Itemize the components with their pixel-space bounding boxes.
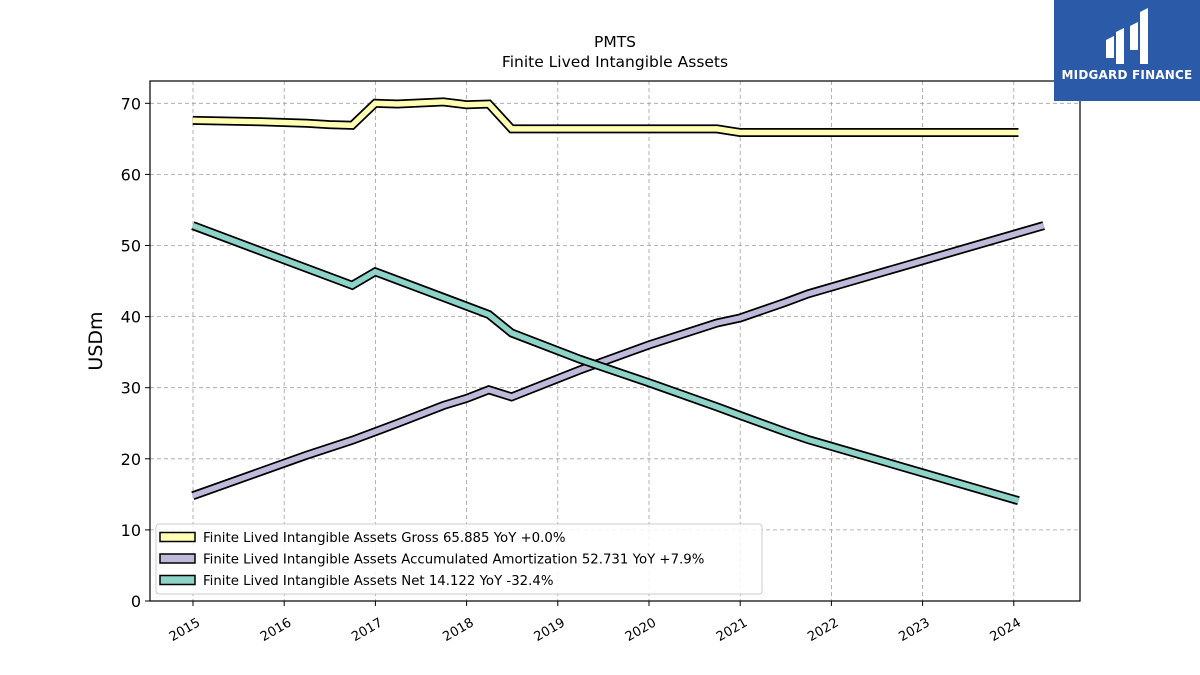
legend-label: Finite Lived Intangible Assets Accumulat… (203, 553, 704, 568)
x-tick-label: 2023 (896, 615, 932, 645)
legend-frame (155, 523, 763, 595)
x-tick-label: 2016 (258, 615, 294, 645)
x-axis-ticks: 2015 2016 2017 2018 2019 2020 2021 2022 2023 2024 (167, 601, 1024, 645)
grid (150, 81, 1080, 602)
legend-label: Finite Lived Intangible Assets Gross 65.… (203, 531, 565, 546)
plot-frame (149, 80, 1081, 602)
logo-mark-icon (1106, 8, 1148, 64)
x-tick-label: 2022 (805, 615, 841, 645)
legend-label: Finite Lived Intangible Assets Net 14.12… (203, 574, 553, 589)
y-tick-label: 50 (121, 237, 141, 256)
legend-swatch (159, 531, 196, 543)
legend-swatch (159, 553, 196, 564)
midgard-finance-logo: MIDGARD FINANCE (1054, 0, 1200, 101)
y-tick-label: 40 (121, 308, 141, 327)
series-lines (191, 97, 1045, 506)
y-tick-label: 70 (121, 94, 141, 113)
series-line-3 (191, 223, 1020, 504)
y-axis-label: USDm (85, 311, 107, 370)
x-tick-label: 2024 (988, 615, 1024, 645)
x-tick-label: 2021 (714, 615, 750, 645)
x-tick-label: 2018 (440, 615, 476, 645)
series-line-outline (191, 221, 1045, 501)
legend-swatch (159, 574, 196, 586)
logo-text: MIDGARD FINANCE (1061, 68, 1193, 82)
x-tick-label: 2020 (623, 615, 659, 645)
x-tick-label: 2019 (532, 615, 568, 645)
series-line-2 (191, 222, 1045, 499)
y-tick-label: 0 (131, 592, 141, 611)
chart-subtitle: Finite Lived Intangible Assets (502, 53, 728, 71)
y-tick-label: 30 (121, 379, 141, 398)
y-tick-label: 10 (121, 521, 141, 540)
y-axis-ticks: 0 10 20 30 40 50 60 70 (121, 94, 150, 611)
chart-title: PMTS (594, 33, 636, 51)
y-tick-label: 20 (121, 450, 141, 469)
y-tick-label: 60 (121, 165, 141, 184)
x-tick-label: 2017 (349, 615, 385, 645)
x-tick-label: 2015 (167, 615, 203, 645)
series-line-1 (192, 99, 1019, 136)
legend: Finite Lived Intangible Assets Gross 65.… (155, 523, 763, 595)
